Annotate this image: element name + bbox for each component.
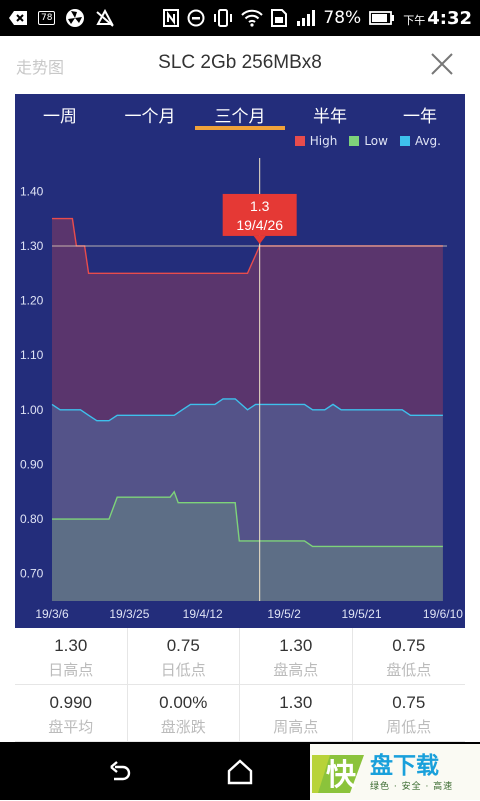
y-tick-label: 1.00 <box>20 403 44 417</box>
y-tick-label: 1.40 <box>20 184 44 198</box>
y-tick-label: 0.80 <box>20 512 44 526</box>
tab-one-month[interactable]: 一个月 <box>124 107 176 127</box>
stat-value: 0.00% <box>159 693 208 712</box>
legend-item-low: Low <box>349 134 388 148</box>
chart-plot[interactable]: 1.40 1.30 1.20 1.10 1.00 0.90 0.80 0.70 19/3/6 19… <box>15 94 465 628</box>
series-line-avg <box>51 398 443 422</box>
legend-label-high: High <box>309 134 338 148</box>
stat-value: 0.75 <box>392 636 426 655</box>
vibrate-icon <box>214 9 233 27</box>
header: 走势图 SLC 2Gb 256MBx8 <box>0 36 480 94</box>
watermark-logo-char: 快 <box>326 758 357 793</box>
stats-grid: 1.30 日高点 0.75 日低点 1.30 盘高点 0.75 盘低点 0.99… <box>15 628 465 742</box>
stat-label: 盘高点 <box>273 661 319 679</box>
battery-icon <box>369 11 395 25</box>
legend-swatch-low <box>349 136 360 146</box>
stat-label: 日高点 <box>48 661 94 679</box>
sim-icon <box>271 9 288 27</box>
legend-swatch-avg <box>399 136 410 146</box>
legend-item-high: High <box>294 134 338 148</box>
nfc-icon <box>163 9 180 27</box>
legend-label-avg: Avg. <box>414 134 441 148</box>
silent-icon <box>96 8 115 27</box>
period-tabs: 一周 一个月 三个月 半年 一年 <box>15 94 465 134</box>
watermark-subtitle: 绿色 · 安全 · 高速 <box>370 781 454 792</box>
legend-swatch-high <box>294 136 305 146</box>
stat-session-change: 0.00% 盘涨跌 <box>127 685 240 742</box>
status-bar: 78 78% <box>0 0 480 36</box>
signal-icon <box>297 10 316 26</box>
battery-percent: 78% <box>323 8 362 28</box>
watermark-logo-icon: 快 <box>310 747 366 797</box>
stat-week-high: 1.30 周高点 <box>240 685 353 742</box>
tooltip-box <box>222 193 297 236</box>
x-tick-label: 19/3/25 <box>109 607 149 621</box>
block-icon <box>187 9 205 27</box>
tooltip-value: 1.3 <box>250 198 270 214</box>
y-tick-label: 1.20 <box>20 294 44 308</box>
stat-session-high: 1.30 盘高点 <box>240 628 353 685</box>
series-line-low <box>52 490 443 548</box>
tooltip-date: 19/4/26 <box>236 217 283 233</box>
x-tick-label: 19/5/2 <box>267 607 301 621</box>
watermark-logo: 快 盘下载 绿色 · 安全 · 高速 <box>310 744 480 800</box>
stat-label: 盘涨跌 <box>160 718 206 736</box>
clock: 下午 4:32 <box>403 7 472 29</box>
fan-icon <box>66 9 85 27</box>
legend-label-low: Low <box>364 134 388 148</box>
close-icon[interactable] <box>430 52 454 76</box>
stat-label: 盘平均 <box>48 718 94 736</box>
stat-label: 周低点 <box>386 718 432 736</box>
active-tab-indicator <box>195 126 285 130</box>
x-tick-label: 19/4/12 <box>183 607 223 621</box>
stat-value: 1.30 <box>54 636 88 655</box>
area-low <box>52 491 443 601</box>
stat-day-high: 1.30 日高点 <box>15 628 128 685</box>
x-tick-label: 19/3/6 <box>35 607 69 621</box>
y-tick-label: 0.70 <box>20 567 44 581</box>
y-tick-label: 0.90 <box>20 457 44 471</box>
trend-chart: 一周 一个月 三个月 半年 一年 High Low Avg. 1.40 1.30 1… <box>15 94 465 628</box>
series-line-high <box>52 217 443 274</box>
home-icon[interactable] <box>226 758 254 786</box>
stat-day-low: 0.75 日低点 <box>127 628 240 685</box>
stat-value: 1.30 <box>279 693 313 712</box>
tab-three-months[interactable]: 三个月 <box>214 107 266 127</box>
y-tick-label: 1.30 <box>20 239 44 253</box>
area-avg <box>52 398 443 601</box>
x-tick-label: 19/5/21 <box>341 607 381 621</box>
stat-value: 0.990 <box>49 693 93 712</box>
x-tick-label: 19/6/10 <box>423 607 463 621</box>
stat-session-average: 0.990 盘平均 <box>15 685 128 742</box>
stat-value: 0.75 <box>392 693 426 712</box>
stat-session-low: 0.75 盘低点 <box>352 628 465 685</box>
back-icon[interactable] <box>106 758 134 786</box>
watermark-title: 盘下载 <box>370 752 439 779</box>
tab-one-year[interactable]: 一年 <box>403 107 437 127</box>
stat-label: 日低点 <box>160 661 206 679</box>
stat-label: 周高点 <box>273 718 319 736</box>
stat-value: 1.30 <box>279 636 313 655</box>
tooltip-pointer <box>253 235 266 244</box>
legend-item-avg: Avg. <box>399 134 441 148</box>
sim-78-icon: 78 <box>38 11 56 25</box>
page-title: SLC 2Gb 256MBx8 <box>158 52 322 73</box>
chart-legend: High Low Avg. <box>294 134 441 148</box>
y-tick-label: 1.10 <box>20 348 44 362</box>
stat-label: 盘低点 <box>386 661 432 679</box>
notification-back-icon <box>9 11 27 25</box>
tab-half-year[interactable]: 半年 <box>313 107 347 127</box>
wifi-icon <box>241 9 264 27</box>
stat-week-low: 0.75 周低点 <box>352 685 465 742</box>
tab-one-week[interactable]: 一周 <box>43 107 77 127</box>
stat-value: 0.75 <box>166 636 200 655</box>
trend-chart-link[interactable]: 走势图 <box>16 58 65 77</box>
